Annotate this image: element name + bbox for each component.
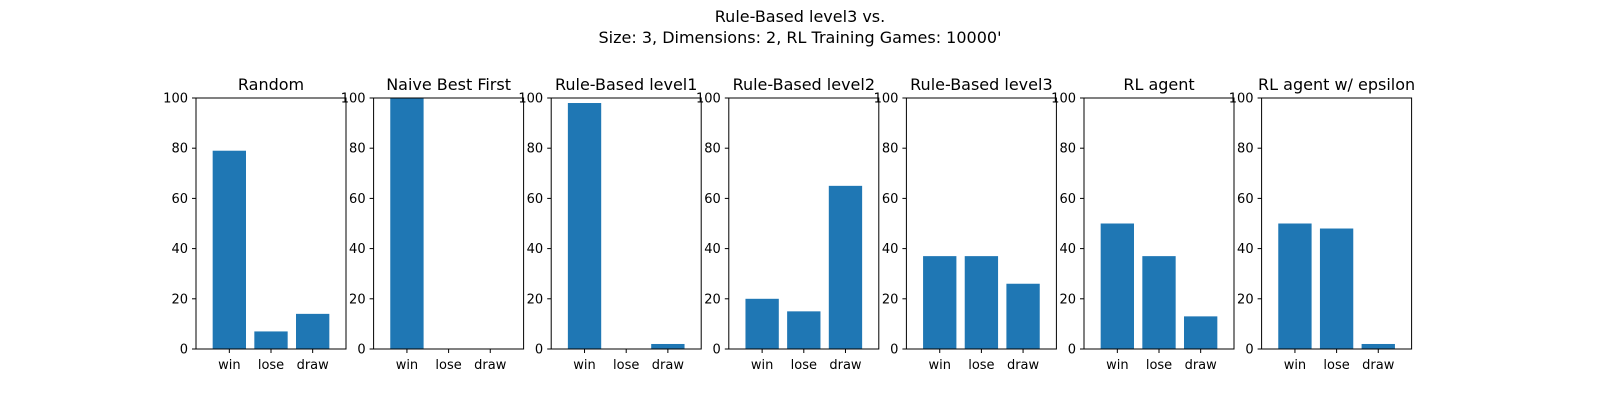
x-tick-label: draw xyxy=(297,358,330,373)
figure-title: Rule-Based level3 vs. xyxy=(714,7,886,26)
y-tick-label: 40 xyxy=(1059,242,1076,257)
y-tick-label: 80 xyxy=(1237,142,1254,157)
bar-draw xyxy=(1361,343,1395,349)
subplot-title: Random xyxy=(238,75,304,94)
y-tick-label: 40 xyxy=(171,242,188,257)
y-tick-label: 60 xyxy=(171,192,188,207)
subplot-rule-based-level1: 0 20 40 60 80 100 win lose draw Rule-Based level1 xyxy=(518,75,702,373)
y-tick-label: 60 xyxy=(882,192,899,207)
x-tick-label: draw xyxy=(1007,358,1040,373)
figure-subtitle: Size: 3, Dimensions: 2, RL Training Game… xyxy=(598,28,1002,47)
subplot-title: Naive Best First xyxy=(386,75,511,94)
y-tick-label: 20 xyxy=(882,292,899,307)
y-tick-label: 20 xyxy=(704,292,721,307)
subplot-rule-based-level3: 0 20 40 60 80 100 win lose draw Rule-Based level3 xyxy=(874,75,1057,373)
bar-lose xyxy=(254,331,288,349)
subplot-naive-best-first: 0 20 40 60 80 100 win lose draw Naive Best First xyxy=(341,75,525,373)
bar-lose xyxy=(1319,228,1354,349)
bar-win xyxy=(1100,223,1134,349)
bar-lose xyxy=(787,311,821,349)
y-tick-label: 0 xyxy=(1245,343,1253,358)
y-tick-label: 40 xyxy=(704,242,721,257)
x-tick-label: draw xyxy=(474,358,507,373)
y-tick-label: 100 xyxy=(518,92,543,107)
x-tick-label: lose xyxy=(258,358,284,373)
y-tick-label: 80 xyxy=(1059,142,1076,157)
x-tick-label: draw xyxy=(1185,358,1218,373)
y-tick-label: 40 xyxy=(527,242,544,257)
bar-win xyxy=(390,98,424,349)
subplot-random: 0 20 40 60 80 100 win lose draw Random xyxy=(163,75,347,373)
subplot-rl-agent: 0 20 40 60 80 100 win lose draw RL agent xyxy=(1051,75,1235,373)
bar-draw xyxy=(828,185,863,349)
y-tick-label: 100 xyxy=(1051,92,1076,107)
y-tick-label: 60 xyxy=(704,192,721,207)
x-tick-label: lose xyxy=(1146,358,1172,373)
subplot-title: Rule-Based level2 xyxy=(733,75,875,94)
y-tick-label: 0 xyxy=(357,343,365,358)
x-tick-label: draw xyxy=(829,358,862,373)
bar-win xyxy=(212,150,246,349)
x-tick-label: win xyxy=(1284,358,1306,373)
y-tick-label: 60 xyxy=(1237,192,1254,207)
y-tick-label: 20 xyxy=(1237,292,1254,307)
y-tick-label: 0 xyxy=(1068,343,1076,358)
y-tick-label: 60 xyxy=(349,192,366,207)
y-tick-label: 100 xyxy=(874,92,899,107)
bar-win xyxy=(745,298,779,349)
bar-win xyxy=(567,103,602,350)
y-tick-label: 0 xyxy=(890,343,898,358)
subplot-rule-based-level2: 0 20 40 60 80 100 win lose draw Rule-Based level2 xyxy=(696,75,880,373)
y-tick-label: 20 xyxy=(171,292,188,307)
y-tick-label: 100 xyxy=(1229,92,1254,107)
y-tick-label: 80 xyxy=(527,142,544,157)
x-tick-label: draw xyxy=(1362,358,1395,373)
y-tick-label: 40 xyxy=(1237,242,1254,257)
x-tick-label: win xyxy=(396,358,418,373)
x-tick-label: lose xyxy=(435,358,461,373)
y-tick-label: 100 xyxy=(696,92,721,107)
y-tick-label: 0 xyxy=(535,343,543,358)
y-tick-label: 40 xyxy=(882,242,899,257)
x-tick-label: win xyxy=(1106,358,1128,373)
bar-draw xyxy=(296,313,330,349)
y-tick-label: 100 xyxy=(163,92,188,107)
x-tick-label: lose xyxy=(1323,358,1349,373)
bar-draw xyxy=(1006,283,1040,349)
bar-lose xyxy=(964,256,999,349)
y-tick-label: 100 xyxy=(341,92,366,107)
x-tick-label: lose xyxy=(613,358,639,373)
x-tick-label: win xyxy=(218,358,240,373)
y-tick-label: 0 xyxy=(180,343,188,358)
y-tick-label: 60 xyxy=(1059,192,1076,207)
bar-lose xyxy=(1142,256,1176,349)
y-tick-label: 20 xyxy=(349,292,366,307)
subplot-title: Rule-Based level1 xyxy=(555,75,697,94)
x-tick-label: win xyxy=(573,358,595,373)
x-tick-label: win xyxy=(751,358,773,373)
x-tick-label: lose xyxy=(791,358,817,373)
y-tick-label: 60 xyxy=(527,192,544,207)
subplot-title: RL agent w/ epsilon xyxy=(1258,75,1415,94)
x-tick-label: lose xyxy=(968,358,994,373)
y-tick-label: 0 xyxy=(713,343,721,358)
subplot-title: Rule-Based level3 xyxy=(910,75,1052,94)
y-tick-label: 80 xyxy=(349,142,366,157)
subplot-title: RL agent xyxy=(1123,75,1194,94)
y-tick-label: 80 xyxy=(171,142,188,157)
y-tick-label: 80 xyxy=(704,142,721,157)
bar-draw xyxy=(1184,316,1218,349)
bar-win xyxy=(923,256,957,349)
bar-win xyxy=(1278,223,1312,349)
y-tick-label: 20 xyxy=(1059,292,1076,307)
x-tick-label: win xyxy=(928,358,950,373)
y-tick-label: 20 xyxy=(527,292,544,307)
subplot-rl-agent-epsilon: 0 20 40 60 80 100 win lose draw RL agent w/ epsil… xyxy=(1229,75,1415,373)
y-tick-label: 40 xyxy=(349,242,366,257)
bar-draw xyxy=(651,343,685,349)
y-tick-label: 80 xyxy=(882,142,899,157)
x-tick-label: draw xyxy=(652,358,685,373)
